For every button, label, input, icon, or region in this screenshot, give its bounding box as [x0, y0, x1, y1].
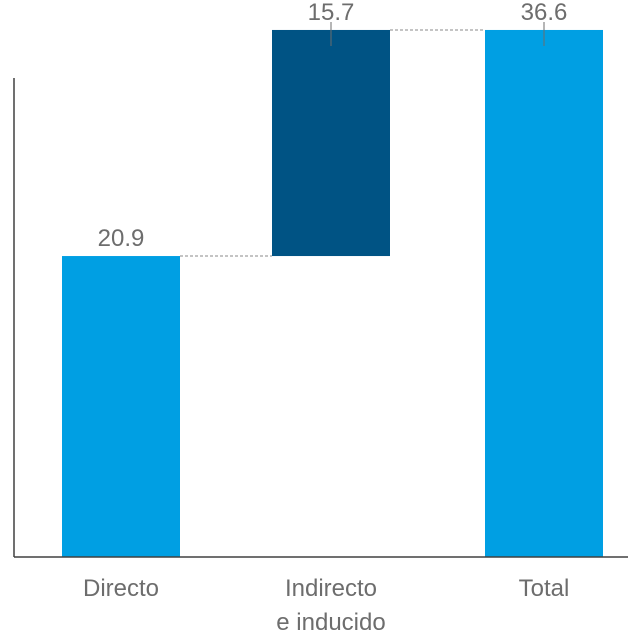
data-label-1: 15.7 [308, 0, 355, 26]
data-label-0: 20.9 [98, 225, 145, 252]
category-label-1-line-0: Indirecto [285, 575, 377, 602]
labels: 20.9 Directo 15.7 Indirecto e inducido 36.6 To… [83, 0, 569, 636]
bars [62, 21, 603, 557]
data-label-2: 36.6 [521, 0, 568, 26]
category-label-0: Directo [83, 575, 159, 602]
category-label-1-line-1: e inducido [276, 609, 385, 636]
axes [13, 78, 628, 558]
connector-lines [180, 29, 485, 257]
bar-2 [485, 29, 603, 557]
bar-1 [272, 29, 390, 257]
bar-0 [62, 256, 180, 557]
category-label-2: Total [519, 575, 570, 602]
